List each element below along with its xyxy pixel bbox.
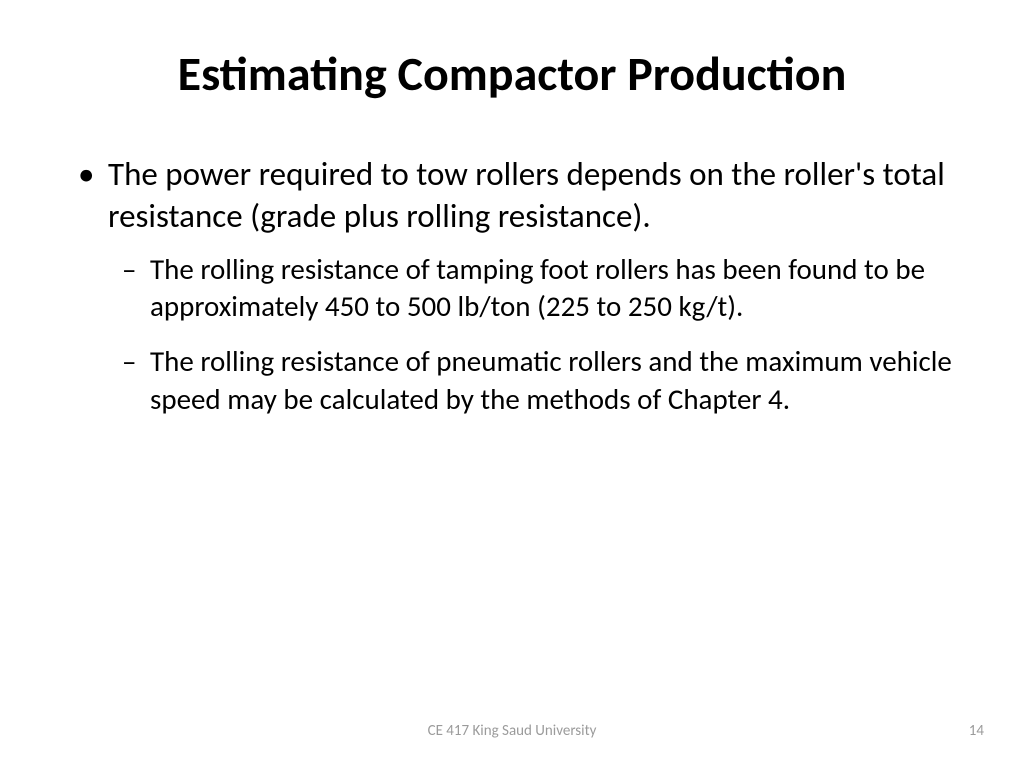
slide-content: The power required to tow rollers depend… — [60, 153, 964, 418]
bullet-list-level2: The rolling resistance of tamping foot r… — [108, 251, 964, 417]
slide-container: Estimating Compactor Production The powe… — [0, 0, 1024, 768]
bullet-list-level1: The power required to tow rollers depend… — [68, 153, 964, 418]
bullet-text: The rolling resistance of tamping foot r… — [150, 251, 925, 324]
slide-title: Estimating Compactor Production — [60, 48, 964, 101]
bullet-level2-item: The rolling resistance of tamping foot r… — [108, 251, 964, 325]
bullet-level1-item: The power required to tow rollers depend… — [68, 153, 964, 418]
bullet-text: The power required to tow rollers depend… — [108, 154, 945, 236]
bullet-text: The rolling resistance of pneumatic roll… — [150, 343, 952, 416]
bullet-level2-item: The rolling resistance of pneumatic roll… — [108, 343, 964, 417]
footer-page-number: 14 — [969, 722, 984, 740]
slide-footer: CE 417 King Saud University 14 — [0, 722, 1024, 746]
footer-institution: CE 417 King Saud University — [428, 722, 597, 740]
